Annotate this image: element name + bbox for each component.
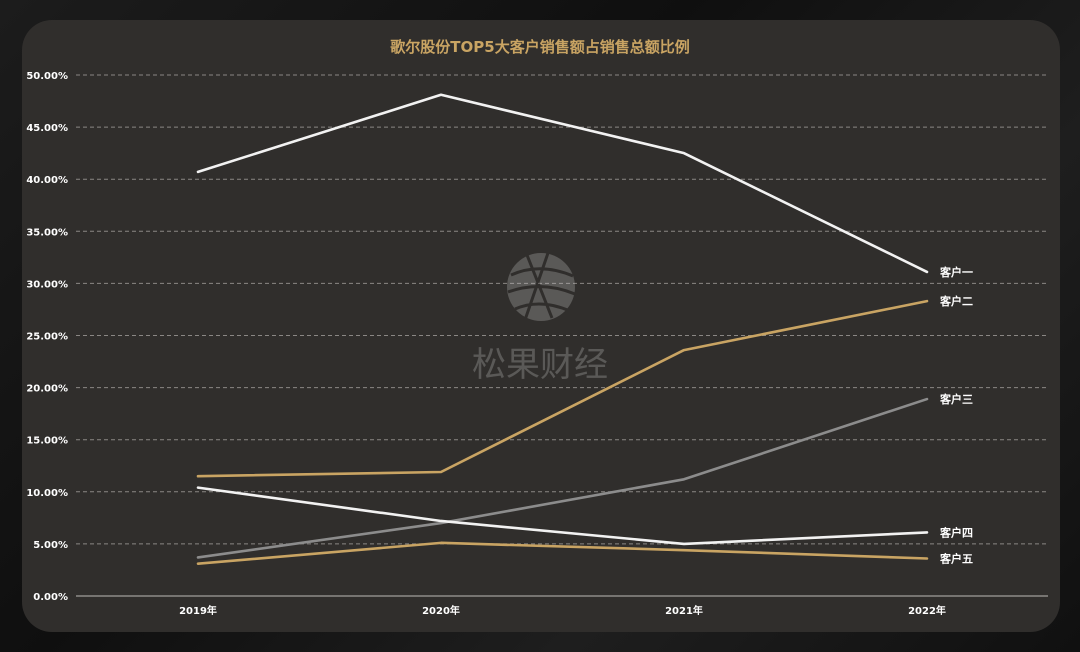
grid	[76, 74, 1048, 545]
watermark-pinecone-lines	[507, 245, 576, 321]
watermark-logo: 松果财经	[472, 245, 608, 385]
series-label: 客户三	[939, 392, 973, 406]
y-tick-label: 35.00%	[26, 227, 68, 238]
x-tick-label: 2022年	[908, 604, 946, 617]
y-axis: 0.00% 5.00% 10.00% 15.00% 20.00% 25.00% 30.00%…	[26, 71, 68, 603]
series-line	[196, 93, 929, 274]
watermark-pinecone-icon	[507, 253, 575, 321]
chart-title: 歌尔股份TOP5大客户销售额占销售总额比例	[390, 38, 689, 56]
y-tick-label: 25.00%	[26, 332, 68, 343]
series-line	[196, 299, 929, 478]
x-tick-label: 2021年	[665, 604, 703, 617]
y-tick-label: 40.00%	[26, 175, 68, 186]
y-tick-label: 10.00%	[26, 488, 68, 499]
x-tick-label: 2020年	[422, 604, 460, 617]
series-line	[196, 397, 929, 559]
y-tick-label: 20.00%	[26, 384, 68, 395]
watermark-text: 松果财经	[472, 345, 608, 385]
y-tick-label: 5.00%	[33, 540, 68, 551]
series-label: 客户一	[939, 265, 973, 279]
series-label: 客户四	[939, 525, 973, 539]
series	[196, 93, 929, 565]
x-axis: 2019年 2020年 2021年 2022年	[76, 595, 1048, 617]
y-tick-label: 0.00%	[33, 592, 68, 603]
series-label: 客户五	[939, 551, 973, 565]
y-tick-label: 15.00%	[26, 436, 68, 447]
series-label: 客户二	[939, 294, 973, 308]
y-tick-label: 30.00%	[26, 279, 68, 290]
series-line	[196, 541, 929, 565]
y-tick-label: 50.00%	[26, 71, 68, 82]
y-tick-label: 45.00%	[26, 123, 68, 134]
x-tick-label: 2019年	[179, 604, 217, 617]
series-line	[196, 486, 929, 546]
